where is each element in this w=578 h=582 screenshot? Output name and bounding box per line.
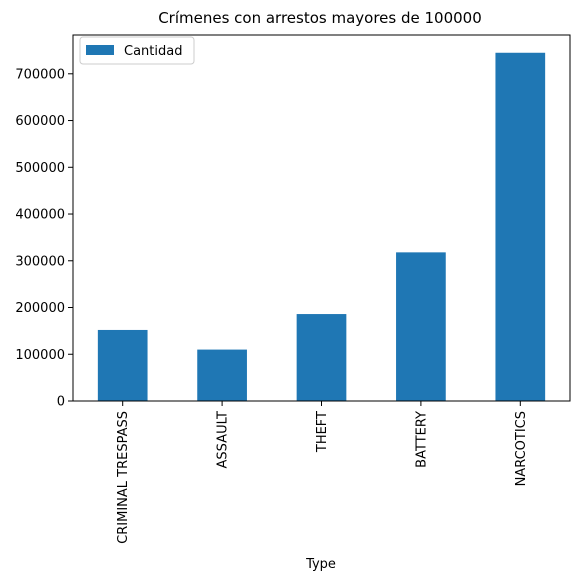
plot-frame — [72, 34, 571, 402]
y-tick-label: 600000 — [15, 114, 65, 129]
legend: Cantidad — [79, 36, 195, 65]
bar-criminal-trespass — [97, 329, 148, 401]
x-axis: CRIMINAL TRESPASS ASSAULT THEFT BATTERY NARC… — [116, 401, 529, 544]
y-axis: 0 100000 200000 300000 400000 500000 600000 700… — [15, 67, 73, 410]
x-tick-label: NARCOTICS — [514, 411, 529, 486]
bar-battery — [396, 252, 446, 401]
y-tick-label: 0 — [57, 395, 65, 410]
x-tick-label: THEFT — [315, 411, 330, 453]
x-tick-label: BATTERY — [414, 411, 429, 468]
y-tick-label: 500000 — [15, 161, 65, 176]
x-tick-label: CRIMINAL TRESPASS — [116, 411, 131, 544]
legend-label: Cantidad — [124, 44, 182, 59]
y-tick-label: 700000 — [15, 67, 65, 82]
y-tick-label: 400000 — [15, 208, 65, 223]
bars-group — [97, 52, 546, 401]
y-tick-label: 300000 — [15, 254, 65, 269]
x-tick-label: ASSAULT — [216, 411, 231, 468]
legend-swatch — [86, 45, 114, 55]
bar-assault — [197, 349, 247, 401]
y-tick-label: 100000 — [15, 348, 65, 363]
y-tick-label: 200000 — [15, 301, 65, 316]
bar-theft — [296, 314, 347, 401]
chart-title: Crímenes con arrestos mayores de 100000 — [158, 9, 482, 27]
bar-narcotics — [495, 52, 546, 401]
x-axis-label: Type — [305, 557, 336, 572]
legend-box — [79, 36, 195, 65]
